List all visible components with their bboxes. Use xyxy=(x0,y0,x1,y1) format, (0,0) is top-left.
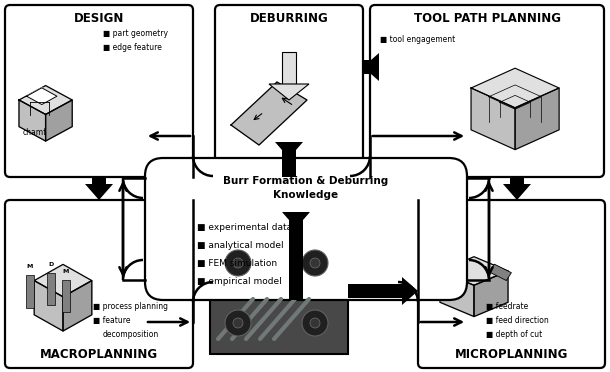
Text: ■ tool engagement: ■ tool engagement xyxy=(380,35,455,44)
FancyBboxPatch shape xyxy=(5,5,193,177)
Text: ■ edge feature: ■ edge feature xyxy=(103,43,162,52)
FancyBboxPatch shape xyxy=(5,200,193,368)
Bar xyxy=(210,228,348,354)
Text: decomposition: decomposition xyxy=(103,330,159,339)
FancyBboxPatch shape xyxy=(215,5,363,177)
Circle shape xyxy=(225,310,251,336)
Text: MACROPLANNING: MACROPLANNING xyxy=(40,347,158,360)
Circle shape xyxy=(233,318,243,328)
Polygon shape xyxy=(19,86,72,115)
Text: ■ depth of cut: ■ depth of cut xyxy=(486,330,542,339)
Text: M: M xyxy=(63,269,69,274)
Text: DEBURRING: DEBURRING xyxy=(249,13,328,26)
Text: ■ experimental data: ■ experimental data xyxy=(197,223,292,232)
Circle shape xyxy=(310,258,320,268)
Text: D: D xyxy=(49,262,54,267)
Text: ■ part geometry: ■ part geometry xyxy=(103,29,168,38)
Polygon shape xyxy=(46,100,72,141)
Bar xyxy=(48,273,56,305)
FancyBboxPatch shape xyxy=(145,158,467,300)
Text: ■ analytical model: ■ analytical model xyxy=(197,241,284,250)
Polygon shape xyxy=(474,271,508,317)
Text: TOOL PATH PLANNING: TOOL PATH PLANNING xyxy=(414,13,561,26)
Polygon shape xyxy=(471,68,559,108)
Polygon shape xyxy=(363,53,379,81)
Circle shape xyxy=(302,250,328,276)
Text: ■ process planning: ■ process planning xyxy=(93,302,168,311)
Text: MICROPLANNING: MICROPLANNING xyxy=(455,347,568,360)
Polygon shape xyxy=(440,257,508,285)
Text: ■ feedrate: ■ feedrate xyxy=(486,302,528,311)
Polygon shape xyxy=(515,88,559,150)
Polygon shape xyxy=(348,284,402,298)
Polygon shape xyxy=(440,271,474,317)
Polygon shape xyxy=(275,142,303,158)
Polygon shape xyxy=(27,88,57,105)
Bar xyxy=(62,280,70,312)
Polygon shape xyxy=(370,60,379,74)
Bar xyxy=(363,60,370,74)
Polygon shape xyxy=(231,82,307,145)
Bar xyxy=(282,52,296,84)
Polygon shape xyxy=(63,280,92,331)
Polygon shape xyxy=(510,177,524,184)
Polygon shape xyxy=(402,277,418,305)
Polygon shape xyxy=(92,177,106,184)
Polygon shape xyxy=(471,88,515,150)
Text: ■ FEM simulation: ■ FEM simulation xyxy=(197,259,277,268)
Polygon shape xyxy=(503,184,531,200)
FancyBboxPatch shape xyxy=(370,5,604,177)
Polygon shape xyxy=(289,212,303,300)
Circle shape xyxy=(310,318,320,328)
Text: ■ feed direction: ■ feed direction xyxy=(486,316,549,325)
Polygon shape xyxy=(269,84,309,100)
Bar xyxy=(26,275,34,308)
Text: ■ empirical model: ■ empirical model xyxy=(197,277,282,286)
Text: M: M xyxy=(27,264,33,269)
Polygon shape xyxy=(34,280,63,331)
Polygon shape xyxy=(489,264,511,280)
Polygon shape xyxy=(282,142,296,177)
Polygon shape xyxy=(282,212,310,228)
Polygon shape xyxy=(85,184,113,200)
Circle shape xyxy=(302,310,328,336)
Text: Burr Formation & Deburring
Knowledge: Burr Formation & Deburring Knowledge xyxy=(223,176,389,200)
Polygon shape xyxy=(19,100,46,141)
Text: chamf: chamf xyxy=(23,128,47,137)
Text: ■ feature: ■ feature xyxy=(93,316,131,325)
Polygon shape xyxy=(34,264,92,297)
FancyBboxPatch shape xyxy=(418,200,605,368)
Circle shape xyxy=(225,250,251,276)
Text: DESIGN: DESIGN xyxy=(74,13,124,26)
Circle shape xyxy=(233,258,243,268)
